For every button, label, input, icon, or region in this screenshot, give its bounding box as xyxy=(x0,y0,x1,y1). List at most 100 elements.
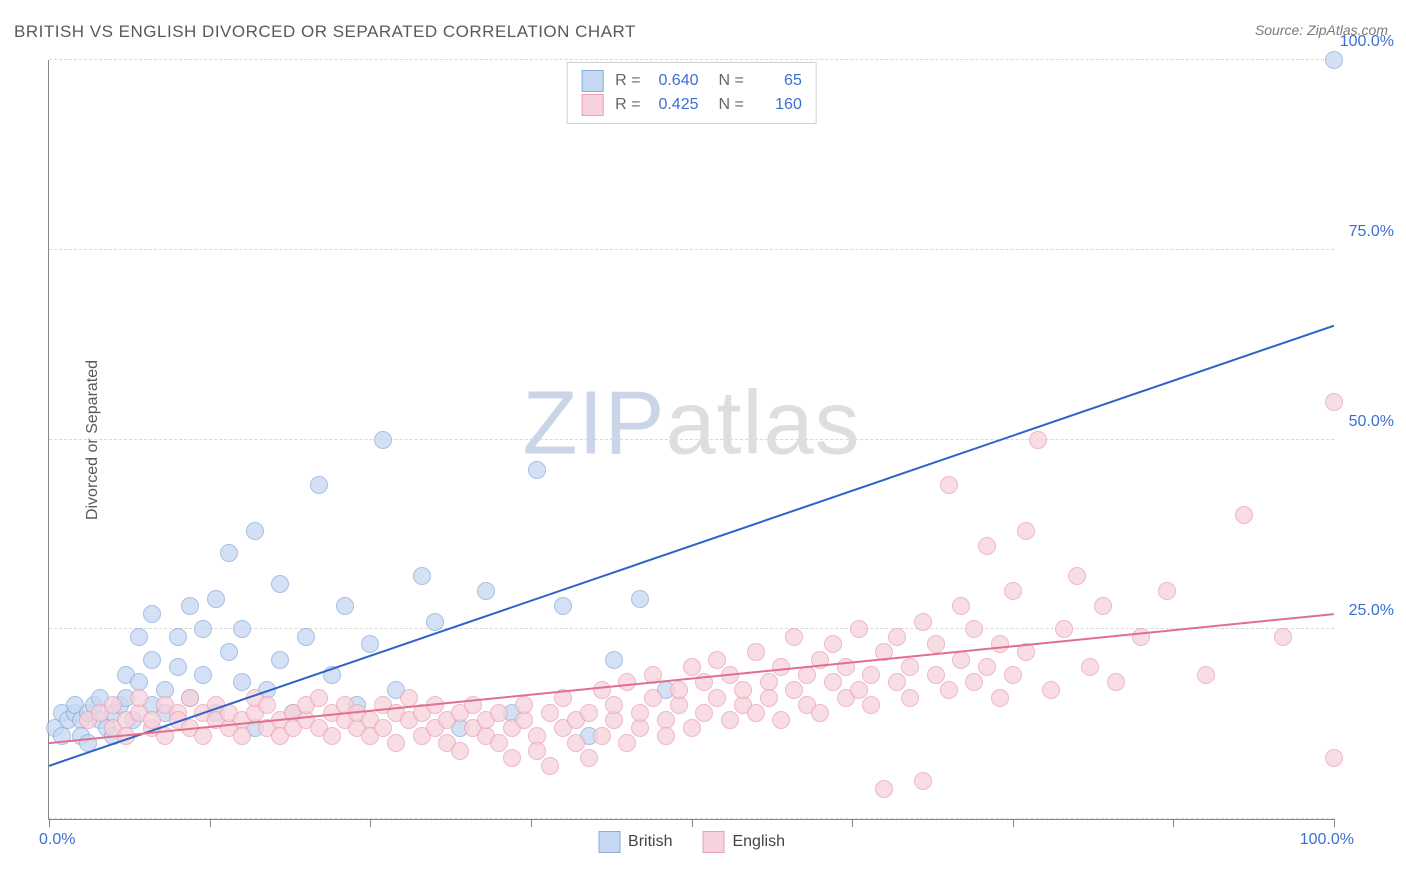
scatter-point-british xyxy=(426,613,444,631)
scatter-point-english xyxy=(503,749,521,767)
legend-label: English xyxy=(732,833,784,851)
scatter-point-english xyxy=(991,689,1009,707)
scatter-point-british xyxy=(477,582,495,600)
scatter-point-english xyxy=(683,719,701,737)
series-legend: British English xyxy=(598,831,785,853)
scatter-point-english xyxy=(541,757,559,775)
x-tick-mark xyxy=(852,819,853,827)
legend-row-british: R =0.640N =65 xyxy=(581,69,802,93)
plot-area xyxy=(49,60,1334,819)
y-tick-label: 100.0% xyxy=(1340,33,1394,51)
scatter-point-english xyxy=(143,711,161,729)
scatter-point-english xyxy=(1094,597,1112,615)
n-value: 65 xyxy=(752,69,802,93)
scatter-point-english xyxy=(721,711,739,729)
scatter-point-english xyxy=(850,620,868,638)
scatter-point-english xyxy=(875,780,893,798)
scatter-point-british xyxy=(361,635,379,653)
scatter-point-english xyxy=(683,658,701,676)
scatter-point-british xyxy=(169,658,187,676)
scatter-point-english xyxy=(1132,628,1150,646)
x-tick-mark xyxy=(210,819,211,827)
scatter-point-english xyxy=(850,681,868,699)
legend-swatch xyxy=(581,70,603,92)
scatter-point-british xyxy=(233,673,251,691)
scatter-point-english xyxy=(451,742,469,760)
legend-item-british: British xyxy=(598,831,672,853)
scatter-point-english xyxy=(104,696,122,714)
scatter-point-british xyxy=(605,651,623,669)
scatter-point-english xyxy=(605,696,623,714)
scatter-point-english xyxy=(927,666,945,684)
scatter-point-english xyxy=(310,689,328,707)
scatter-point-english xyxy=(875,643,893,661)
scatter-point-english xyxy=(901,658,919,676)
x-tick-mark xyxy=(370,819,371,827)
scatter-point-british xyxy=(323,666,341,684)
y-tick-label: 75.0% xyxy=(1349,223,1394,241)
scatter-point-english xyxy=(901,689,919,707)
scatter-point-english xyxy=(734,681,752,699)
gridline xyxy=(49,59,1334,60)
scatter-point-english xyxy=(708,651,726,669)
scatter-point-english xyxy=(785,628,803,646)
scatter-point-english xyxy=(811,651,829,669)
scatter-point-english xyxy=(464,696,482,714)
scatter-point-english xyxy=(567,734,585,752)
r-label: R = xyxy=(615,69,640,93)
scatter-point-english xyxy=(670,681,688,699)
scatter-point-english xyxy=(194,727,212,745)
x-tick-mark xyxy=(1013,819,1014,827)
scatter-point-british xyxy=(413,567,431,585)
scatter-point-british xyxy=(143,651,161,669)
scatter-point-english xyxy=(528,742,546,760)
scatter-point-british xyxy=(143,605,161,623)
scatter-point-english xyxy=(1235,506,1253,524)
scatter-point-english xyxy=(772,658,790,676)
r-value: 0.640 xyxy=(649,69,699,93)
scatter-point-british xyxy=(297,628,315,646)
scatter-point-english xyxy=(580,704,598,722)
scatter-point-english xyxy=(1017,522,1035,540)
scatter-point-british xyxy=(631,590,649,608)
scatter-point-english xyxy=(978,537,996,555)
scatter-point-english xyxy=(991,635,1009,653)
scatter-point-english xyxy=(888,628,906,646)
scatter-point-english xyxy=(798,666,816,684)
scatter-point-british xyxy=(233,620,251,638)
scatter-point-english xyxy=(323,727,341,745)
scatter-point-english xyxy=(695,704,713,722)
scatter-point-english xyxy=(888,673,906,691)
scatter-point-english xyxy=(426,696,444,714)
scatter-point-english xyxy=(618,673,636,691)
scatter-point-english xyxy=(1197,666,1215,684)
scatter-point-english xyxy=(1042,681,1060,699)
scatter-point-english xyxy=(541,704,559,722)
scatter-point-english xyxy=(1068,567,1086,585)
scatter-point-english xyxy=(1004,666,1022,684)
scatter-point-british xyxy=(310,476,328,494)
scatter-point-british xyxy=(271,575,289,593)
scatter-point-english xyxy=(1325,393,1343,411)
scatter-point-british xyxy=(336,597,354,615)
scatter-point-english xyxy=(1017,643,1035,661)
scatter-point-english xyxy=(772,711,790,729)
scatter-point-english xyxy=(618,734,636,752)
scatter-point-english xyxy=(760,689,778,707)
scatter-point-british xyxy=(271,651,289,669)
legend-row-english: R =0.425N =160 xyxy=(581,93,802,117)
chart-area: Divorced or Separated ZIPatlas R =0.640N… xyxy=(48,60,1334,820)
scatter-point-english xyxy=(580,749,598,767)
scatter-point-english xyxy=(965,620,983,638)
scatter-point-english xyxy=(811,704,829,722)
scatter-point-english xyxy=(1055,620,1073,638)
scatter-point-british xyxy=(130,628,148,646)
scatter-point-english xyxy=(156,727,174,745)
scatter-point-english xyxy=(914,613,932,631)
scatter-point-english xyxy=(824,635,842,653)
correlation-legend: R =0.640N =65R =0.425N =160 xyxy=(566,62,817,124)
x-tick-mark xyxy=(692,819,693,827)
n-label: N = xyxy=(719,93,744,117)
scatter-point-english xyxy=(1107,673,1125,691)
n-value: 160 xyxy=(752,93,802,117)
